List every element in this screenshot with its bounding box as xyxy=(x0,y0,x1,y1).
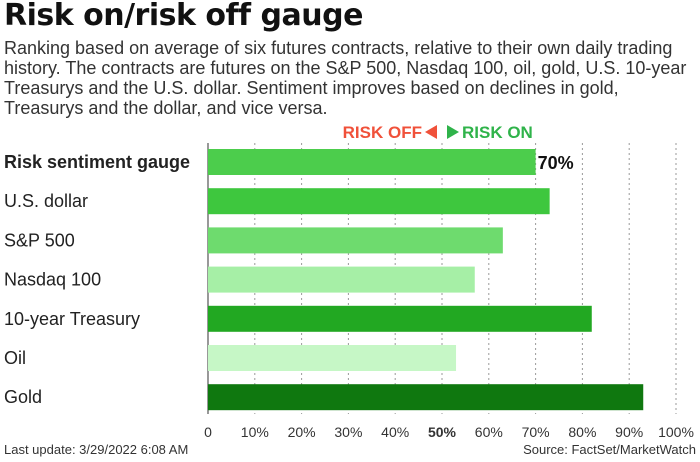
chart-title: Risk on/risk off gauge xyxy=(4,0,363,33)
x-tick-label: 40% xyxy=(381,424,409,440)
bar xyxy=(208,305,592,332)
category-label: Gold xyxy=(4,387,42,407)
risk-off-label: RISK OFF xyxy=(343,123,422,142)
category-label: Oil xyxy=(4,348,26,368)
bar xyxy=(208,149,536,175)
x-tick-label: 50% xyxy=(428,424,457,440)
risk-on-arrow-icon xyxy=(447,125,459,139)
bar xyxy=(208,384,644,411)
x-tick-label: 20% xyxy=(288,424,316,440)
bar xyxy=(208,266,475,293)
category-label: S&P 500 xyxy=(4,230,75,250)
category-label: 10-year Treasury xyxy=(4,309,140,329)
bars xyxy=(208,149,644,411)
x-tick-label: 10% xyxy=(241,424,269,440)
last-update: Last update: 3/29/2022 6:08 AM xyxy=(4,442,189,457)
category-label: U.S. dollar xyxy=(4,191,88,211)
category-label: Nasdaq 100 xyxy=(4,270,101,290)
x-tick-label: 90% xyxy=(615,424,643,440)
category-label: Risk sentiment gauge xyxy=(4,152,190,172)
data-label: 70% xyxy=(538,153,574,173)
bar xyxy=(208,188,550,215)
x-tick-label: 100% xyxy=(658,424,694,440)
x-tick-label: 30% xyxy=(334,424,362,440)
chart-subtitle: Ranking based on average of six futures … xyxy=(4,38,687,118)
category-labels: Risk sentiment gauge U.S. dollar S&P 500 Na… xyxy=(4,152,574,407)
x-tick-label: 80% xyxy=(568,424,596,440)
x-tick-label: 70% xyxy=(522,424,550,440)
risk-off-arrow-icon xyxy=(425,125,437,139)
x-tick-label: 0 xyxy=(204,424,212,440)
bar-chart: Risk sentiment gauge U.S. dollar S&P 500 Na… xyxy=(4,123,694,440)
risk-direction-legend: RISK OFF RISK ON xyxy=(343,123,533,142)
source-note: Source: FactSet/MarketWatch xyxy=(523,442,696,457)
x-axis-ticks: 0 10% 20% 30% 40% 50% 60% 70% 80% 90% 100% xyxy=(204,424,694,440)
bar xyxy=(208,227,503,254)
risk-on-label: RISK ON xyxy=(462,123,533,142)
x-tick-label: 60% xyxy=(475,424,503,440)
bar xyxy=(208,345,457,371)
